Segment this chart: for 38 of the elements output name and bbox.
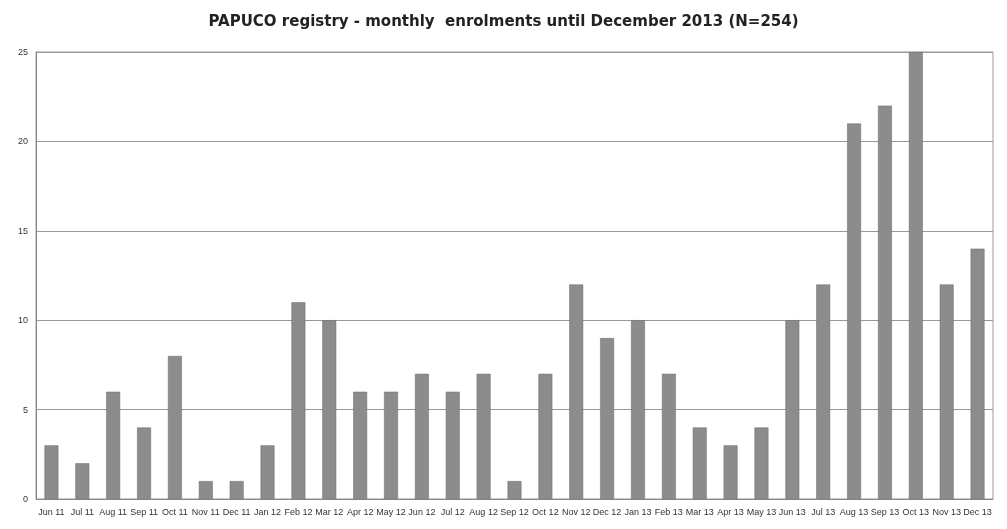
x-tick-label: Aug 11 [99, 506, 128, 517]
x-tick-label: Nov 12 [561, 506, 591, 517]
x-tick-label: Dec 13 [963, 506, 992, 517]
y-tick-label: 5 [22, 404, 28, 415]
x-tick-label: Jul 12 [440, 506, 465, 517]
x-tick-label: Sep 11 [130, 506, 158, 517]
x-tick-label: Dec 12 [592, 506, 622, 517]
y-tick-label: 20 [17, 136, 28, 147]
x-tick-label: Jul 11 [70, 506, 94, 517]
x-tick-label: Nov 13 [932, 506, 961, 517]
x-tick-label: Dec 11 [222, 506, 251, 517]
x-tick-label: Sep 13 [870, 506, 900, 517]
x-tick-label: Apr 13 [717, 506, 744, 517]
x-tick-label: Aug 12 [469, 506, 498, 517]
x-tick-label: Jun 12 [408, 506, 436, 517]
x-tick-label: Oct 11 [161, 506, 188, 517]
x-tick-label: Jun 13 [778, 506, 806, 517]
y-tick-label: 10 [17, 315, 28, 326]
x-tick-label: May 13 [746, 506, 777, 517]
x-tick-label: Mar 13 [685, 506, 714, 517]
chart-title: PAPUCO registry - monthly enrolments until December 2013 (N=254) [208, 11, 799, 30]
y-tick-label: 0 [22, 494, 28, 504]
x-tick-label: Aug 13 [839, 506, 869, 517]
x-tick-label: Oct 12 [532, 506, 559, 517]
x-tick-label: Oct 13 [902, 506, 930, 517]
x-tick-label: Nov 11 [191, 506, 220, 517]
x-tick-label: Feb 13 [654, 506, 683, 517]
x-tick-label: Sep 12 [500, 506, 529, 517]
x-tick-label: Jan 12 [254, 506, 282, 517]
y-tick-label: 15 [17, 225, 28, 236]
x-tick-label: Jul 13 [811, 506, 836, 517]
x-tick-label: Jun 11 [38, 506, 65, 517]
y-tick-label: 25 [17, 47, 28, 57]
x-tick-label: Feb 12 [284, 506, 313, 517]
x-tick-label: Mar 12 [315, 506, 344, 517]
x-tick-label: Apr 12 [346, 506, 374, 517]
x-tick-label: Jan 13 [624, 506, 652, 517]
x-tick-label: May 12 [376, 506, 406, 517]
